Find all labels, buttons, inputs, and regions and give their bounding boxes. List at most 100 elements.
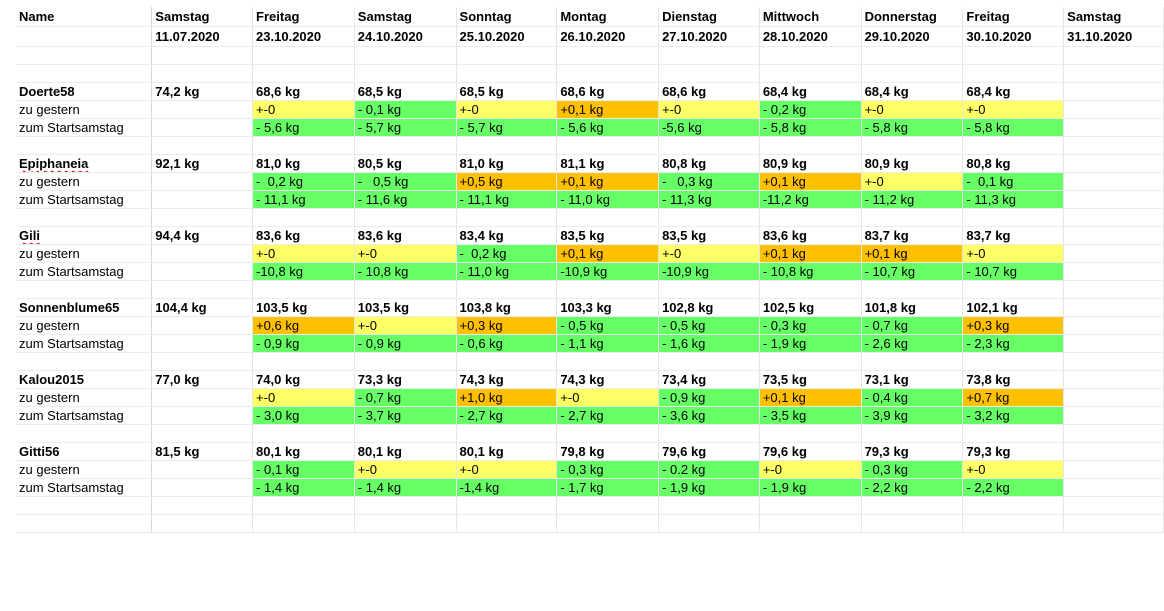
empty-cell[interactable]: [861, 136, 964, 155]
weight-cell[interactable]: 74,3 kg: [456, 370, 558, 389]
weight-cell[interactable]: 73,4 kg: [658, 370, 760, 389]
empty-cell[interactable]: [151, 280, 254, 299]
empty-cell[interactable]: [354, 64, 457, 83]
row-label-day-diff[interactable]: zu gestern: [16, 100, 153, 119]
empty-cell[interactable]: [16, 64, 153, 83]
empty-cell[interactable]: [151, 262, 254, 281]
empty-cell[interactable]: [759, 136, 862, 155]
empty-cell[interactable]: [354, 136, 457, 155]
empty-cell[interactable]: [556, 496, 660, 515]
day-diff-cell[interactable]: - 0,7 kg: [861, 316, 964, 335]
weight-cell[interactable]: 102,1 kg: [962, 298, 1065, 317]
empty-cell[interactable]: [456, 496, 558, 515]
weight-cell[interactable]: 68,4 kg: [759, 82, 862, 101]
empty-cell[interactable]: [759, 514, 862, 533]
row-label-start-diff[interactable]: zum Startsamstag: [16, 406, 153, 425]
empty-cell[interactable]: [759, 208, 862, 227]
weight-cell[interactable]: 80,5 kg: [354, 154, 457, 173]
empty-cell[interactable]: [1063, 478, 1164, 497]
empty-cell[interactable]: [1063, 316, 1164, 335]
empty-cell[interactable]: [1063, 100, 1164, 119]
day-diff-cell[interactable]: +-0: [861, 172, 964, 191]
empty-cell[interactable]: [556, 64, 660, 83]
day-diff-cell[interactable]: - 0,3 kg: [759, 316, 862, 335]
empty-cell[interactable]: [151, 424, 254, 443]
weight-cell[interactable]: 73,1 kg: [861, 370, 964, 389]
empty-cell[interactable]: [16, 208, 153, 227]
start-diff-cell[interactable]: -10,9 kg: [658, 262, 760, 281]
start-diff-cell[interactable]: - 2,3 kg: [962, 334, 1065, 353]
header-date[interactable]: 29.10.2020: [861, 26, 964, 47]
empty-cell[interactable]: [861, 352, 964, 371]
weight-cell[interactable]: 83,6 kg: [354, 226, 457, 245]
empty-cell[interactable]: [151, 118, 254, 137]
empty-cell[interactable]: [658, 208, 760, 227]
start-diff-cell[interactable]: - 5,7 kg: [354, 118, 457, 137]
start-diff-cell[interactable]: - 1,9 kg: [759, 478, 862, 497]
day-diff-cell[interactable]: +-0: [962, 460, 1065, 479]
day-diff-cell[interactable]: +-0: [252, 244, 355, 263]
empty-cell[interactable]: [962, 496, 1065, 515]
start-diff-cell[interactable]: -11,2 kg: [759, 190, 862, 209]
start-diff-cell[interactable]: - 1,4 kg: [252, 478, 355, 497]
empty-cell[interactable]: [556, 352, 660, 371]
empty-cell[interactable]: [151, 388, 254, 407]
start-diff-cell[interactable]: - 1,6 kg: [658, 334, 760, 353]
empty-cell[interactable]: [556, 46, 660, 65]
start-diff-cell[interactable]: - 5,8 kg: [759, 118, 862, 137]
weight-cell[interactable]: 68,5 kg: [354, 82, 457, 101]
weight-cell-empty[interactable]: [1063, 226, 1164, 245]
empty-cell[interactable]: [1063, 514, 1164, 533]
empty-cell[interactable]: [252, 352, 355, 371]
empty-cell[interactable]: [16, 136, 153, 155]
header-name[interactable]: Name: [16, 7, 153, 27]
day-diff-cell[interactable]: +-0: [759, 460, 862, 479]
empty-cell[interactable]: [658, 514, 760, 533]
empty-cell[interactable]: [861, 46, 964, 65]
empty-cell[interactable]: [1063, 262, 1164, 281]
day-diff-cell[interactable]: +0,1 kg: [861, 244, 964, 263]
empty-cell[interactable]: [861, 424, 964, 443]
start-diff-cell[interactable]: - 5,8 kg: [861, 118, 964, 137]
empty-cell[interactable]: [151, 478, 254, 497]
start-diff-cell[interactable]: - 1,9 kg: [759, 334, 862, 353]
start-diff-cell[interactable]: - 10,8 kg: [354, 262, 457, 281]
day-diff-cell[interactable]: +0,1 kg: [556, 100, 660, 119]
header-date[interactable]: 27.10.2020: [658, 26, 760, 47]
start-diff-cell[interactable]: - 10,7 kg: [962, 262, 1065, 281]
start-diff-cell[interactable]: - 5,6 kg: [252, 118, 355, 137]
start-diff-cell[interactable]: - 10,8 kg: [759, 262, 862, 281]
start-diff-cell[interactable]: - 2,7 kg: [456, 406, 558, 425]
empty-cell[interactable]: [759, 46, 862, 65]
person-name[interactable]: Sonnenblume65: [16, 298, 153, 317]
empty-cell[interactable]: [151, 64, 254, 83]
day-diff-cell[interactable]: - 0.2 kg: [658, 460, 760, 479]
start-diff-cell[interactable]: - 0,9 kg: [252, 334, 355, 353]
empty-cell[interactable]: [1063, 388, 1164, 407]
start-diff-cell[interactable]: -10,8 kg: [252, 262, 355, 281]
person-name[interactable]: Epiphaneia: [16, 154, 153, 173]
weight-cell[interactable]: 68,4 kg: [861, 82, 964, 101]
header-day[interactable]: Dienstag: [658, 7, 760, 27]
empty-cell[interactable]: [252, 424, 355, 443]
weight-cell[interactable]: 80,9 kg: [861, 154, 964, 173]
day-diff-cell[interactable]: - 0,7 kg: [354, 388, 457, 407]
empty-cell[interactable]: [354, 496, 457, 515]
weight-cell[interactable]: 80,1 kg: [456, 442, 558, 461]
header-date[interactable]: 30.10.2020: [962, 26, 1065, 47]
day-diff-cell[interactable]: +-0: [456, 100, 558, 119]
header-date[interactable]: 25.10.2020: [456, 26, 558, 47]
start-diff-cell[interactable]: - 3,5 kg: [759, 406, 862, 425]
empty-cell[interactable]: [962, 514, 1065, 533]
start-diff-cell[interactable]: - 5,8 kg: [962, 118, 1065, 137]
row-label-start-diff[interactable]: zum Startsamstag: [16, 478, 153, 497]
empty-cell[interactable]: [151, 190, 254, 209]
day-diff-cell[interactable]: +-0: [354, 460, 457, 479]
day-diff-cell[interactable]: +0,3 kg: [962, 316, 1065, 335]
row-label-start-diff[interactable]: zum Startsamstag: [16, 118, 153, 137]
empty-cell[interactable]: [1063, 424, 1164, 443]
start-diff-cell[interactable]: - 11,0 kg: [456, 262, 558, 281]
empty-cell[interactable]: [354, 352, 457, 371]
day-diff-cell[interactable]: +0,3 kg: [456, 316, 558, 335]
header-date[interactable]: 26.10.2020: [556, 26, 660, 47]
